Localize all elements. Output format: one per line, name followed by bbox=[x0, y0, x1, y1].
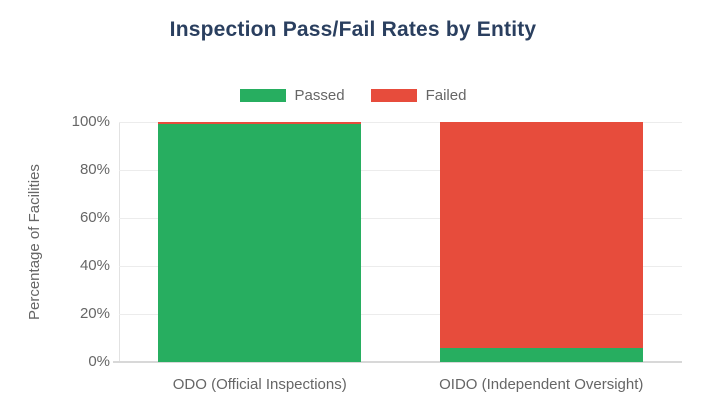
legend-label: Passed bbox=[294, 87, 345, 104]
gridline bbox=[119, 313, 682, 315]
legend-item-failed[interactable]: Failed bbox=[370, 87, 467, 104]
legend-item-passed[interactable]: Passed bbox=[239, 87, 345, 104]
legend-swatch-failed bbox=[370, 89, 417, 102]
bar-segment-passed[interactable] bbox=[439, 347, 643, 362]
x-axis-category-label: OIDO (Independent Oversight) bbox=[439, 376, 644, 393]
gridline bbox=[119, 169, 682, 171]
gridline bbox=[119, 265, 682, 267]
legend-swatch-passed bbox=[239, 89, 286, 102]
plot-area: 0% 20% 40% 60% 80% 100% ODO (Official Inspecti… bbox=[72, 113, 682, 393]
y-tick-label: 40% bbox=[79, 257, 110, 274]
y-tick-label: 20% bbox=[79, 305, 110, 322]
y-tick-label: 60% bbox=[79, 209, 110, 226]
x-axis-category-label: ODO (Official Inspections) bbox=[172, 376, 347, 393]
gridline bbox=[119, 217, 682, 219]
y-axis-line bbox=[119, 122, 120, 362]
y-tick-label: 100% bbox=[71, 113, 110, 130]
bar-segment-passed[interactable] bbox=[158, 124, 362, 362]
bar-segment-failed[interactable] bbox=[158, 122, 362, 125]
y-tick-label: 0% bbox=[88, 353, 110, 370]
bar-segment-failed[interactable] bbox=[439, 122, 643, 348]
gridline bbox=[119, 121, 682, 123]
legend: Passed Failed bbox=[0, 87, 706, 104]
legend-label: Failed bbox=[425, 87, 467, 104]
y-axis-title: Percentage of Facilities bbox=[26, 164, 43, 320]
y-tick-label: 80% bbox=[79, 161, 110, 178]
chart-title: Inspection Pass/Fail Rates by Entity bbox=[169, 18, 537, 41]
x-axis-line bbox=[113, 361, 682, 363]
